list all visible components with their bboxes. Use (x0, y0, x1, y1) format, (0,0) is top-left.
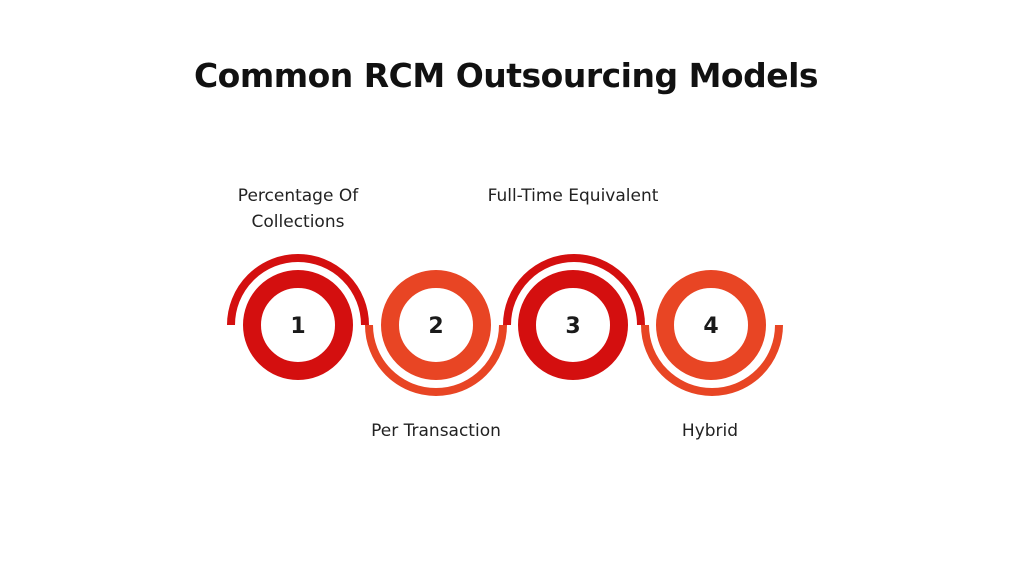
step-3-number: 3 (565, 314, 580, 339)
step-3-ring (518, 270, 628, 380)
step-2-label: Per Transaction (371, 421, 501, 441)
step-3: 3 (503, 254, 645, 380)
step-1: 1 (227, 254, 369, 380)
step-2-arc (365, 324, 507, 396)
step-3-arc (503, 254, 645, 326)
step-3-label: Full-Time Equivalent (487, 186, 659, 206)
step-2-number: 2 (428, 314, 443, 339)
diagram-title: Common RCM Outsourcing Models (193, 56, 819, 95)
step-4-label: Hybrid (681, 421, 739, 441)
step-1-ring (243, 270, 353, 380)
step-4-number: 4 (703, 314, 718, 339)
step-4-arc (641, 324, 783, 396)
step-4: 4 (641, 270, 783, 396)
step-4-ring (656, 270, 766, 380)
step-1-label: Percentage Of Collections (237, 186, 359, 232)
step-2-ring (381, 270, 491, 380)
step-1-arc (227, 254, 369, 326)
step-1-number: 1 (290, 314, 305, 339)
step-2: 2 (365, 270, 507, 396)
